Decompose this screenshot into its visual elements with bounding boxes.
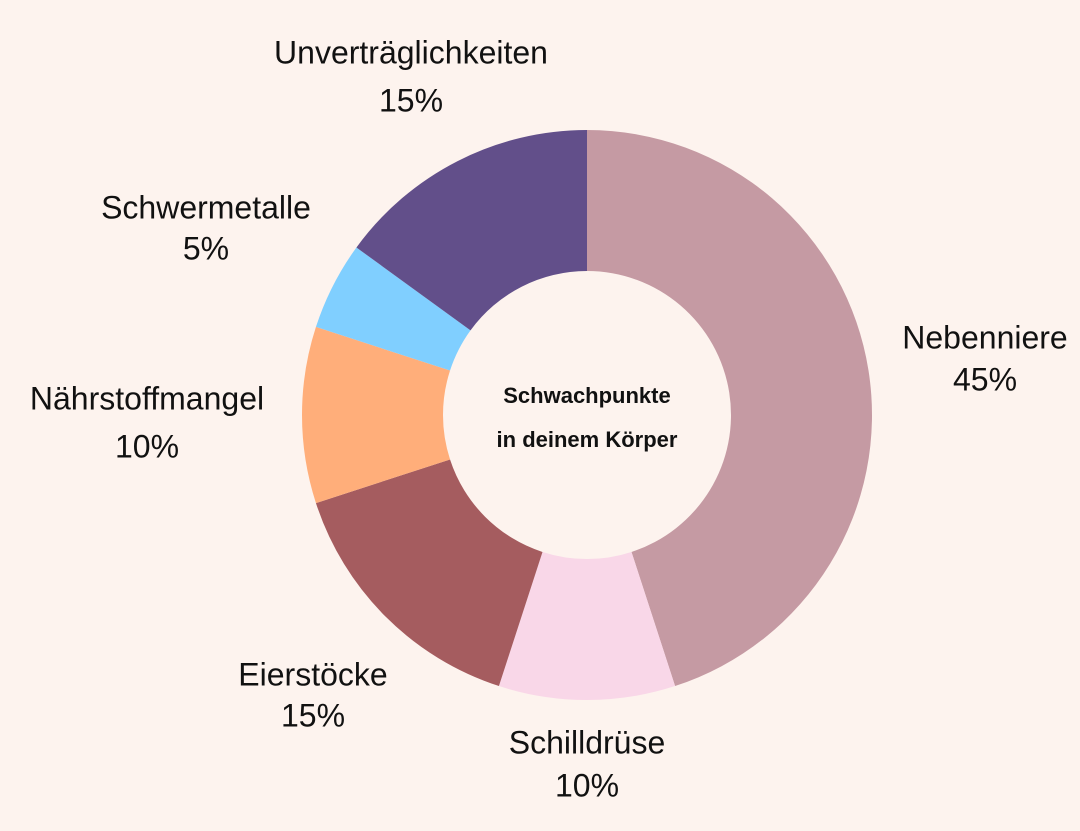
slice-label: Nebenniere <box>902 319 1067 355</box>
slice <box>315 247 471 371</box>
value-label: 10% <box>115 428 179 464</box>
slice <box>315 459 543 687</box>
slice-label: Schilldrüse <box>509 724 666 760</box>
slice-label: Schwermetalle <box>101 189 311 225</box>
value-label: 10% <box>555 767 619 803</box>
slice-label: Nährstoffmangel <box>30 380 264 416</box>
slice-label: Unverträglichkeiten <box>274 34 548 70</box>
value-label: 5% <box>183 230 229 266</box>
slice <box>301 326 451 504</box>
center-title: in deinem Körper <box>497 427 678 452</box>
value-label: 45% <box>953 361 1017 397</box>
center-title: Schwachpunkte <box>503 383 670 408</box>
value-label: 15% <box>281 697 345 733</box>
slice-label: Eierstöcke <box>238 656 387 692</box>
slice <box>498 551 676 700</box>
value-label: 15% <box>379 82 443 118</box>
slice <box>587 130 872 687</box>
slice <box>356 130 587 331</box>
